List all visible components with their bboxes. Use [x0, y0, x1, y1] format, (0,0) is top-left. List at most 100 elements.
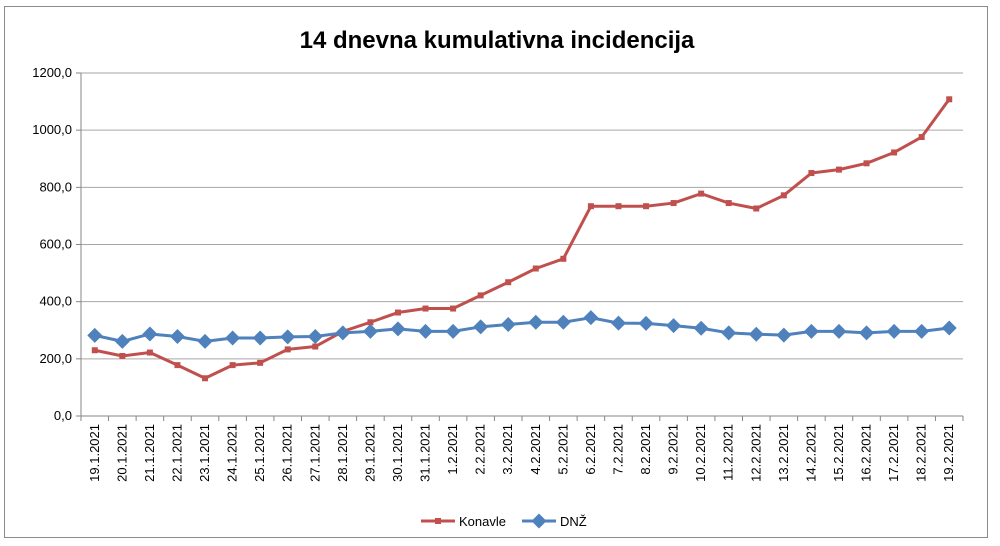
data-point-konavle	[257, 359, 264, 366]
data-point-konavle	[284, 346, 291, 353]
data-point-dnz	[307, 329, 323, 345]
x-tick-label: 18.2.2021	[914, 424, 929, 482]
data-point-konavle	[615, 203, 622, 210]
data-point-dnz	[142, 326, 158, 342]
line-chart: 14 dnevna kumulativna incidencija 0,0 200…	[32, 27, 964, 529]
data-point-dnz	[721, 325, 737, 341]
x-tick-label: 14.2.2021	[803, 424, 818, 482]
x-tick-label: 27.1.2021	[307, 424, 322, 482]
x-tick-label: 5.2.2021	[555, 424, 570, 475]
x-tick-label: 19.2.2021	[941, 424, 956, 482]
legend-label: DNŽ	[560, 514, 587, 529]
data-point-konavle	[91, 347, 98, 354]
data-point-dnz	[776, 327, 792, 343]
x-tick-label: 24.1.2021	[225, 424, 240, 482]
data-point-dnz	[87, 327, 103, 343]
data-point-konavle	[891, 149, 898, 156]
data-point-konavle	[863, 160, 870, 167]
x-tick-label: 12.2.2021	[748, 424, 763, 482]
legend-item-konavle: Konavle	[421, 514, 506, 529]
data-point-dnz	[418, 323, 434, 339]
data-point-konavle	[918, 134, 925, 141]
y-axis-ticks: 0,0 200,0 400,0 600,0 800,0 1000,0 1200,0	[32, 65, 81, 423]
x-tick-label: 3.2.2021	[500, 424, 515, 475]
y-tick-label: 400,0	[39, 294, 72, 309]
y-tick-label: 200,0	[39, 351, 72, 366]
data-point-dnz	[169, 329, 185, 345]
series-group	[87, 96, 957, 382]
x-tick-label: 7.2.2021	[610, 424, 625, 475]
x-axis-ticks: 19.1.2021 20.1.2021 21.1.2021 22.1.2021 23.1…	[80, 416, 964, 482]
gridlines	[81, 72, 963, 360]
x-tick-label: 23.1.2021	[197, 424, 212, 482]
series-line-konavle	[94, 98, 951, 380]
data-point-dnz	[225, 330, 241, 346]
data-point-dnz	[886, 323, 902, 339]
data-point-dnz	[197, 333, 213, 349]
x-tick-label: 2.2.2021	[473, 424, 488, 475]
data-point-konavle	[505, 279, 512, 286]
data-point-dnz	[859, 325, 875, 341]
data-point-dnz	[528, 314, 544, 330]
data-point-konavle	[532, 265, 539, 272]
x-tick-label: 1.2.2021	[445, 424, 460, 475]
data-point-dnz	[914, 323, 930, 339]
data-point-konavle	[367, 319, 374, 326]
data-point-dnz	[610, 315, 626, 331]
y-tick-label: 800,0	[39, 179, 72, 194]
x-tick-label: 4.2.2021	[528, 424, 543, 475]
data-point-konavle	[780, 192, 787, 199]
x-tick-label: 22.1.2021	[169, 424, 184, 482]
chart-frame: 14 dnevna kumulativna incidencija 0,0 200…	[4, 6, 988, 538]
data-point-konavle	[587, 203, 594, 210]
data-point-konavle	[450, 305, 457, 312]
data-point-dnz	[531, 513, 547, 529]
data-point-konavle	[119, 352, 126, 359]
data-point-dnz	[362, 323, 378, 339]
x-tick-label: 16.2.2021	[859, 424, 874, 482]
data-point-dnz	[252, 330, 268, 346]
x-tick-label: 8.2.2021	[638, 424, 653, 475]
series-dnz	[87, 310, 957, 349]
data-point-konavle	[435, 518, 441, 524]
data-point-konavle	[202, 375, 209, 382]
data-point-dnz	[445, 323, 461, 339]
data-point-konavle	[643, 203, 650, 210]
data-point-konavle	[670, 200, 677, 207]
x-tick-label: 21.1.2021	[142, 424, 157, 482]
x-tick-label: 20.1.2021	[114, 424, 129, 482]
x-tick-label: 17.2.2021	[886, 424, 901, 482]
series-line-dnz	[94, 316, 950, 343]
y-tick-label: 1200,0	[32, 65, 72, 80]
y-tick-label: 1000,0	[32, 122, 72, 137]
data-point-konavle	[312, 343, 319, 350]
x-tick-label: 19.1.2021	[87, 424, 102, 482]
y-tick-label: 0,0	[54, 408, 72, 423]
data-point-dnz	[335, 325, 351, 341]
data-point-dnz	[831, 323, 847, 339]
data-point-konavle	[946, 96, 953, 103]
data-point-dnz	[638, 315, 654, 331]
y-tick-label: 600,0	[39, 237, 72, 252]
x-tick-label: 26.1.2021	[280, 424, 295, 482]
legend-item-dnz: DNŽ	[521, 513, 587, 529]
data-point-dnz	[666, 318, 682, 334]
data-point-dnz	[114, 333, 130, 349]
x-tick-label: 28.1.2021	[335, 424, 350, 482]
x-tick-label: 10.2.2021	[693, 424, 708, 482]
x-tick-label: 13.2.2021	[776, 424, 791, 482]
x-tick-label: 30.1.2021	[390, 424, 405, 482]
chart-title: 14 dnevna kumulativna incidencija	[300, 27, 695, 54]
data-point-konavle	[835, 166, 842, 173]
data-point-dnz	[473, 319, 489, 335]
data-point-konavle	[560, 255, 567, 262]
data-point-konavle	[753, 205, 760, 212]
legend: Konavle DNŽ	[421, 513, 587, 529]
x-tick-label: 25.1.2021	[252, 424, 267, 482]
data-point-konavle	[174, 362, 181, 369]
data-point-konavle	[229, 362, 236, 369]
data-point-dnz	[500, 317, 516, 333]
data-point-konavle	[422, 305, 429, 312]
data-point-dnz	[803, 323, 819, 339]
data-point-dnz	[390, 321, 406, 337]
